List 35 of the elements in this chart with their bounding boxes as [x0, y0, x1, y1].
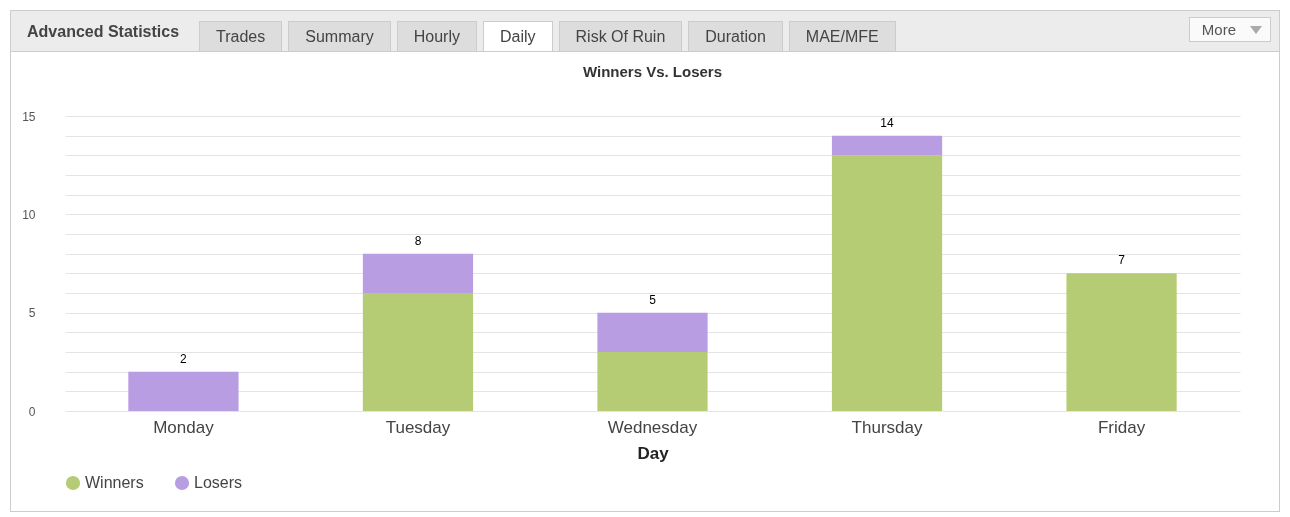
y-tick-label: 15: [22, 109, 36, 124]
bar: [597, 312, 708, 352]
bar: [362, 253, 474, 293]
legend-label: Losers: [194, 474, 243, 491]
bar: [1066, 273, 1177, 411]
total-label: 7: [1118, 253, 1126, 268]
bar: [597, 352, 708, 411]
text: Hourly: [396, 21, 477, 51]
text: Summary: [288, 21, 391, 51]
y-tick-label: 5: [28, 306, 36, 321]
y-tick-label: 10: [22, 207, 36, 222]
total-label: 2: [180, 351, 188, 366]
legend-label: Winners: [85, 474, 144, 491]
text: Advanced Statistics: [27, 23, 180, 41]
text: Duration: [688, 21, 783, 51]
text: Risk Of Ruin: [558, 21, 683, 51]
bar: [128, 371, 239, 411]
bar: [831, 135, 943, 156]
x-axis-title: Day: [637, 443, 670, 463]
bar: [831, 155, 943, 411]
x-tick-label: Monday: [153, 417, 215, 437]
x-tick-label: Tuesday: [385, 417, 451, 437]
total-label: 5: [649, 292, 657, 307]
text: More: [1201, 21, 1236, 38]
text: MAE/MFE: [788, 21, 896, 51]
x-tick-label: Friday: [1097, 417, 1146, 437]
x-tick-label: Wednesday: [607, 417, 698, 437]
total-label: 14: [880, 115, 895, 130]
x-tick-label: Thursday: [851, 417, 923, 437]
total-label: 8: [414, 233, 422, 248]
bar: [362, 293, 474, 411]
text: Daily: [482, 21, 553, 51]
chart-title: Winners Vs. Losers: [582, 63, 723, 80]
y-tick-label: 0: [28, 404, 36, 419]
text: Trades: [199, 21, 283, 51]
